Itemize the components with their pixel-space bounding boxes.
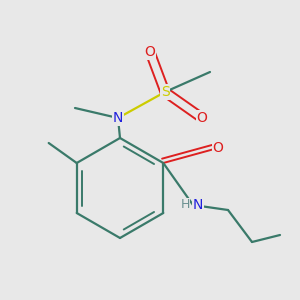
Text: O: O (196, 111, 207, 125)
Text: S: S (160, 85, 169, 99)
Text: N: N (193, 198, 203, 212)
Text: O: O (145, 45, 155, 59)
Text: N: N (113, 111, 123, 125)
Text: O: O (213, 141, 224, 155)
Text: H: H (180, 199, 190, 212)
